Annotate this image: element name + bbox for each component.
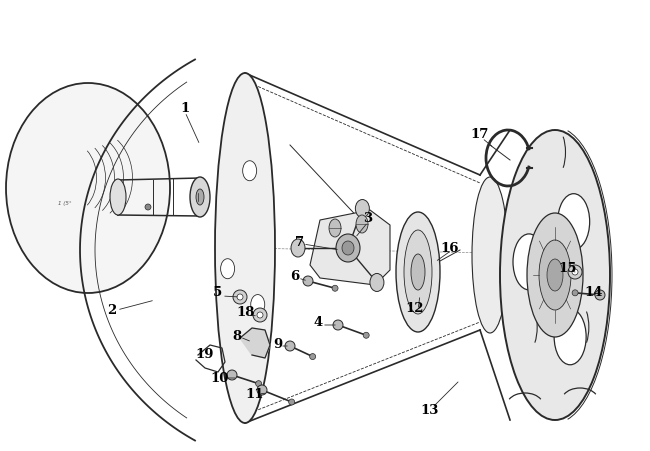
Ellipse shape <box>145 204 151 210</box>
Ellipse shape <box>190 177 210 217</box>
Ellipse shape <box>568 265 582 279</box>
Polygon shape <box>240 328 270 358</box>
Text: 6: 6 <box>291 271 300 284</box>
Ellipse shape <box>513 234 545 290</box>
Ellipse shape <box>404 230 432 314</box>
Ellipse shape <box>554 309 586 365</box>
Text: 8: 8 <box>233 330 242 342</box>
Text: 3: 3 <box>363 212 372 225</box>
Ellipse shape <box>242 161 257 181</box>
Text: 12: 12 <box>406 302 424 314</box>
Ellipse shape <box>257 312 263 318</box>
Text: 15: 15 <box>559 262 577 275</box>
Ellipse shape <box>411 254 425 290</box>
Ellipse shape <box>289 399 294 405</box>
Text: 16: 16 <box>441 241 460 254</box>
Ellipse shape <box>336 234 360 262</box>
Text: 13: 13 <box>421 404 439 417</box>
Text: 14: 14 <box>585 286 603 299</box>
Ellipse shape <box>253 308 267 322</box>
Ellipse shape <box>595 290 605 300</box>
Ellipse shape <box>196 189 204 205</box>
Ellipse shape <box>6 83 170 293</box>
Ellipse shape <box>356 199 369 217</box>
Ellipse shape <box>332 285 338 291</box>
Ellipse shape <box>237 294 243 300</box>
Ellipse shape <box>572 269 578 275</box>
Ellipse shape <box>539 240 571 310</box>
Text: 4: 4 <box>313 316 322 328</box>
Text: 10: 10 <box>211 372 229 385</box>
Ellipse shape <box>558 193 590 250</box>
Ellipse shape <box>370 273 384 291</box>
Ellipse shape <box>572 290 578 296</box>
Ellipse shape <box>342 241 354 255</box>
Text: 18: 18 <box>237 307 255 319</box>
Text: 7: 7 <box>296 235 305 249</box>
Ellipse shape <box>285 341 295 351</box>
Ellipse shape <box>472 177 508 333</box>
Text: 11: 11 <box>246 388 265 401</box>
Ellipse shape <box>500 130 610 420</box>
Ellipse shape <box>396 212 440 332</box>
Ellipse shape <box>329 219 341 237</box>
Text: 17: 17 <box>471 129 489 142</box>
Ellipse shape <box>233 290 247 304</box>
Ellipse shape <box>363 332 369 338</box>
Ellipse shape <box>333 320 343 330</box>
PathPatch shape <box>310 210 390 285</box>
Ellipse shape <box>309 354 316 359</box>
Ellipse shape <box>527 213 583 337</box>
Ellipse shape <box>255 381 262 387</box>
Text: 5: 5 <box>213 286 222 299</box>
Text: 9: 9 <box>274 339 283 351</box>
Text: 2: 2 <box>107 304 116 317</box>
Ellipse shape <box>215 73 275 423</box>
Text: 1: 1 <box>181 101 190 115</box>
Ellipse shape <box>110 179 126 215</box>
Ellipse shape <box>220 259 235 279</box>
Ellipse shape <box>547 259 563 291</box>
Ellipse shape <box>251 295 265 314</box>
Text: 1 (5°: 1 (5° <box>58 201 72 206</box>
Ellipse shape <box>257 385 267 395</box>
Ellipse shape <box>291 239 305 257</box>
Ellipse shape <box>356 215 368 233</box>
Ellipse shape <box>303 276 313 286</box>
Text: 19: 19 <box>196 349 215 362</box>
Ellipse shape <box>227 370 237 380</box>
